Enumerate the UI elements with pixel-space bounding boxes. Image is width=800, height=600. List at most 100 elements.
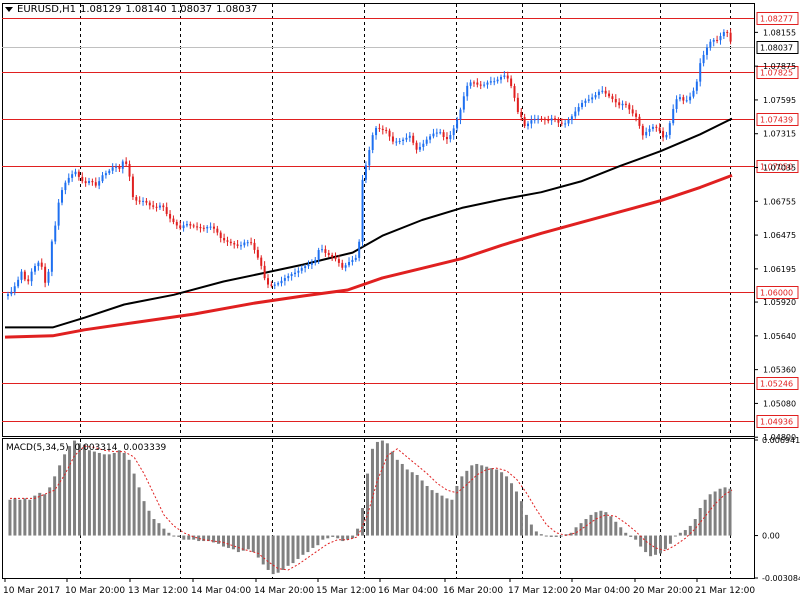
candle-bear <box>554 118 557 120</box>
macd-histogram-bar <box>644 535 648 553</box>
candle-bull <box>304 266 307 269</box>
macd-histogram-bar <box>147 510 151 536</box>
macd-histogram-bar <box>311 535 315 548</box>
candle-bear <box>118 166 121 169</box>
candle-bull <box>74 171 77 175</box>
price-level-label: 1.04936 <box>760 418 793 427</box>
candle-bull <box>280 280 283 284</box>
candle-bull <box>651 126 654 129</box>
macd-histogram-bar <box>559 535 563 537</box>
price-level-box <box>756 66 799 79</box>
candle-bull <box>587 99 590 101</box>
macd-histogram-bar <box>221 535 225 547</box>
macd-frame <box>2 438 755 579</box>
macd-histogram-bar <box>212 535 216 543</box>
macd-histogram-bar <box>405 469 409 536</box>
candle-bull <box>283 278 286 281</box>
macd-histogram-bar <box>544 535 548 537</box>
candle-bull <box>645 131 648 136</box>
price-level-label: 1.07050 <box>760 163 793 172</box>
macd-histogram-bar <box>107 454 111 536</box>
macd-name: MACD(5,34,5) <box>6 443 69 453</box>
macd-histogram-bar <box>639 535 643 547</box>
price-level-box <box>756 286 799 299</box>
candle-bear <box>337 259 340 263</box>
candle-bull <box>101 175 104 182</box>
macd-histogram-bar <box>554 535 558 537</box>
macd-histogram-bar <box>122 452 126 536</box>
macd-histogram-bar <box>137 487 141 536</box>
candle-bull <box>692 90 695 97</box>
macd-histogram-bar <box>529 524 533 536</box>
macd-histogram-bar <box>395 459 399 536</box>
current-price-box <box>756 41 799 54</box>
candle-bull <box>246 242 249 244</box>
candle-bull <box>206 226 209 229</box>
candle-bull <box>17 279 20 287</box>
candle-bull <box>594 95 597 98</box>
price-level-label: 1.07825 <box>760 69 793 78</box>
price-level-label: 1.06000 <box>760 289 793 298</box>
candle-bear <box>125 161 128 165</box>
candle-bear <box>165 207 168 214</box>
candle-bear <box>614 99 617 103</box>
candle-bear <box>263 265 266 279</box>
macd-histogram-bar <box>519 501 523 536</box>
candle-bear <box>624 103 627 105</box>
candle-bear <box>40 262 43 267</box>
candle-bear <box>128 164 131 177</box>
candle-bull <box>456 119 459 129</box>
macd-histogram-bar <box>460 476 464 536</box>
candle-bull <box>158 205 161 208</box>
macd-histogram-bar <box>698 508 702 536</box>
candle-bull <box>422 143 425 147</box>
candle-bull <box>54 225 57 242</box>
macd-histogram-bar <box>251 535 255 553</box>
price-level-label: 1.08277 <box>760 15 793 24</box>
candle-bear <box>270 284 273 286</box>
chart-menu-icon[interactable] <box>5 6 13 12</box>
macd-histogram-bar <box>97 452 101 536</box>
macd-histogram-bar <box>370 448 374 536</box>
macd-histogram-bar <box>599 510 603 536</box>
candle-bear <box>81 176 84 182</box>
candle-bear <box>135 197 138 201</box>
candle-bull <box>439 132 442 134</box>
macd-histogram-bar <box>187 535 191 540</box>
ohlc-low: 1.08037 <box>170 3 213 15</box>
macd-histogram-bar <box>241 535 245 551</box>
macd-histogram-bar <box>296 535 300 559</box>
candle-bear <box>253 242 256 250</box>
candle-bull <box>317 250 320 260</box>
candle-bear <box>216 228 219 233</box>
price-level-box <box>756 12 799 25</box>
candle-bear <box>479 84 482 86</box>
candle-bull <box>702 54 705 64</box>
candle-bear <box>412 135 415 143</box>
candle-bear <box>44 266 47 283</box>
macd-main-value: 0.003314 <box>74 443 118 453</box>
current-price-label: 1.08037 <box>760 44 793 53</box>
ohlc-high: 1.08140 <box>125 3 167 15</box>
macd-histogram-bar <box>92 451 96 536</box>
macd-histogram-bar <box>346 535 350 540</box>
candle-bear <box>618 102 621 106</box>
candle-bear <box>256 249 259 258</box>
candle-bear <box>635 113 638 117</box>
candle-bull <box>699 63 702 82</box>
candle-bear <box>476 82 479 85</box>
candle-bull <box>567 120 570 124</box>
macd-histogram-bar <box>718 488 722 536</box>
macd-histogram-bar <box>485 466 489 536</box>
macd-histogram-bar <box>351 535 355 539</box>
macd-histogram-bar <box>38 492 42 536</box>
macd-histogram-bar <box>723 487 727 536</box>
candle-bull <box>354 257 357 260</box>
macd-histogram-bar <box>549 535 553 537</box>
macd-histogram-bar <box>132 473 136 536</box>
candle-bear <box>378 127 381 129</box>
price-level-box <box>756 113 799 126</box>
candle-bull <box>486 82 489 85</box>
candle-bear <box>77 171 80 177</box>
